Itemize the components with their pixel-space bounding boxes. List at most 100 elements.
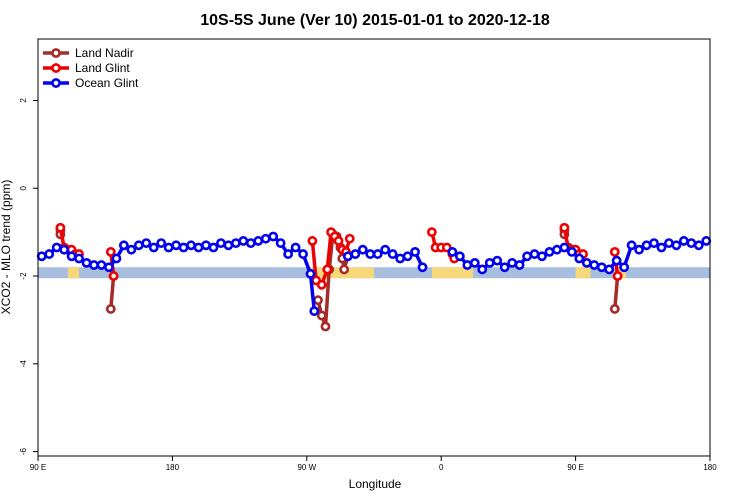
data-point <box>230 238 241 249</box>
data-point <box>178 242 189 253</box>
data-point <box>664 238 674 249</box>
data-point <box>141 238 152 249</box>
x-tick-label: 0 <box>439 463 444 472</box>
data-point <box>307 236 318 246</box>
legend-swatch-point <box>51 48 61 58</box>
data-point <box>111 253 122 264</box>
data-point <box>514 260 525 270</box>
data-point <box>544 246 555 257</box>
legend-swatch-point <box>51 78 61 88</box>
legend-item: Land Glint <box>43 61 130 75</box>
x-tick-label: 180 <box>166 463 180 472</box>
data-point <box>133 240 144 251</box>
x-tick-label: 90 E <box>30 463 46 472</box>
x-axis-ticks: 90 E 180 90 W 0 90 E 180 <box>30 456 717 472</box>
data-point <box>223 240 234 251</box>
data-point <box>148 242 159 253</box>
legend-item: Ocean Glint <box>43 76 139 90</box>
data-point <box>656 242 667 253</box>
data-point <box>171 240 182 251</box>
y-tick-label: -2 <box>19 272 28 280</box>
y-tick-label: 2 <box>19 98 28 103</box>
series-line <box>109 275 116 310</box>
y-axis-label: XCO2 - MLO trend (ppm) <box>0 180 13 315</box>
series-2 <box>36 231 712 317</box>
data-point <box>105 304 116 314</box>
data-point <box>609 246 620 257</box>
data-point <box>701 236 712 246</box>
data-point <box>477 264 488 275</box>
data-point <box>322 264 333 275</box>
data-point <box>410 246 420 257</box>
data-point <box>581 257 592 268</box>
data-point <box>59 244 70 255</box>
data-point <box>484 257 495 268</box>
data-point <box>350 249 361 259</box>
data-point <box>344 233 355 244</box>
data-point <box>309 306 320 317</box>
data-point <box>462 260 473 270</box>
data-point <box>245 238 256 249</box>
data-point <box>342 251 353 262</box>
series-line <box>613 275 620 310</box>
data-point <box>604 264 615 275</box>
data-point <box>626 240 637 251</box>
data-point <box>649 238 659 249</box>
data-point <box>365 249 376 259</box>
data-point <box>693 240 704 251</box>
data-point <box>529 249 540 259</box>
data-point <box>96 260 107 270</box>
data-point <box>611 255 622 266</box>
legend-swatch-point <box>51 63 61 73</box>
data-point <box>66 251 77 262</box>
data-point <box>417 262 428 273</box>
data-point <box>641 240 652 251</box>
legend-label: Land Glint <box>75 61 130 75</box>
data-point <box>208 242 219 253</box>
x-tick-label: 90 W <box>297 463 316 472</box>
x-axis-label: Longitude <box>349 477 402 491</box>
data-point <box>559 222 570 233</box>
data-point <box>402 251 413 262</box>
data-point <box>395 253 406 264</box>
data-point <box>238 236 249 246</box>
data-point <box>596 262 607 273</box>
data-point <box>537 251 547 262</box>
data-point <box>201 240 211 251</box>
data-point <box>316 279 327 290</box>
data-point <box>108 271 119 281</box>
legend-label: Land Nadir <box>75 46 134 60</box>
data-point <box>634 244 644 255</box>
data-point <box>492 255 503 266</box>
data-point <box>89 260 99 270</box>
data-point <box>104 262 114 273</box>
data-point <box>253 236 264 246</box>
data-point <box>686 238 697 249</box>
data-point <box>612 271 623 281</box>
data-point <box>298 249 308 259</box>
y-axis-ticks: 2 0 -2 -4 -6 <box>19 98 38 455</box>
data-point <box>372 249 383 259</box>
data-point <box>316 310 327 321</box>
data-point <box>275 238 286 249</box>
data-point <box>283 249 294 259</box>
data-point <box>126 244 137 255</box>
series-group <box>36 222 712 332</box>
land-band-segment <box>575 267 591 279</box>
data-point <box>469 257 480 268</box>
data-point <box>522 251 532 262</box>
land-band-segment <box>67 267 80 279</box>
data-point <box>105 246 116 257</box>
y-tick-label: -6 <box>19 448 28 456</box>
data-point <box>447 246 458 257</box>
y-tick-label: -4 <box>19 360 28 368</box>
data-point <box>193 242 204 253</box>
x-tick-label: 180 <box>703 463 717 472</box>
data-point <box>44 249 55 259</box>
data-point <box>186 240 196 251</box>
data-point <box>499 262 510 273</box>
data-point <box>81 257 92 268</box>
data-point <box>339 264 350 275</box>
